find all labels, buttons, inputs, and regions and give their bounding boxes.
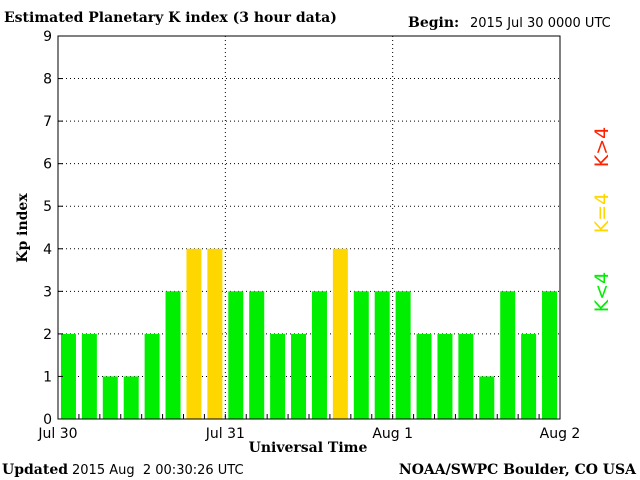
updated-value: 2015 Aug 2 00:30:26 UTC [72,463,244,478]
y-tick-label: 4 [43,242,52,258]
plot-frame [57,35,561,420]
kp-bar [395,291,411,419]
y-axis-ticks: 0 1 2 3 4 5 6 7 8 9 [43,29,63,428]
y-tick-label: 0 [43,412,52,428]
kp-bar [207,248,223,419]
y-tick-label: 9 [43,29,52,45]
kp-bar [144,333,160,419]
legend-low: K<4 [591,272,613,312]
y-tick-label: 3 [43,284,52,300]
updated-label: Updated [2,462,68,478]
kp-bar [311,291,327,419]
y-tick-label: 7 [43,114,52,130]
grid-lines [58,36,560,419]
credit-text: NOAA/SWPC Boulder, CO USA [399,462,637,478]
kp-bar [374,291,390,419]
y-tick-label: 2 [43,327,52,343]
kp-bar [521,333,537,419]
kp-bar [479,376,495,419]
kp-bar [249,291,265,419]
legend-equal: K=4 [591,193,613,233]
kp-bars [60,248,558,419]
kp-bar [102,376,118,419]
kp-bar [332,248,348,419]
x-axis-label: Universal Time [249,440,368,456]
kp-bar [60,333,76,419]
y-tick-label: 5 [43,199,52,215]
kp-bar [123,376,139,419]
x-tick-label: Aug 2 [540,426,581,442]
kp-bar [458,333,474,419]
kp-bar [416,333,432,419]
y-tick-label: 1 [43,369,52,385]
kp-bar [353,291,369,419]
kp-bar [165,291,181,419]
kp-bar [291,333,307,419]
x-tick-label: Aug 1 [372,426,413,442]
legend-high: K>4 [591,127,613,167]
x-tick-label: Jul 30 [37,426,77,442]
kp-bar [186,248,202,419]
kp-bar [437,333,453,419]
y-tick-label: 6 [43,157,52,173]
kp-bar [270,333,286,419]
begin-value: 2015 Jul 30 0000 UTC [470,16,611,31]
kp-bar [542,291,558,419]
begin-label: Begin: [408,15,459,31]
y-axis-label: Kp index [15,193,31,263]
chart-title: Estimated Planetary K index (3 hour data… [4,10,337,26]
kp-bar [81,333,97,419]
kp-bar [228,291,244,419]
x-tick-label: Jul 31 [205,426,245,442]
x-axis-ticks: Jul 30 Jul 31 Aug 1 Aug 2 [37,414,580,442]
y-tick-label: 8 [43,72,52,88]
kp-bar [500,291,516,419]
